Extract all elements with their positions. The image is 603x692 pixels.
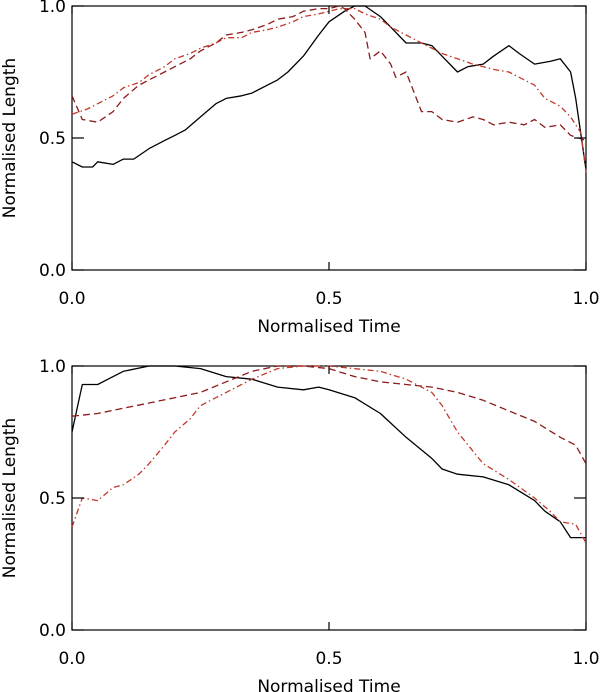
top-panel-series-solid-line [71, 5, 587, 170]
bottom-panel-x-tick-label: 1.0 [572, 649, 599, 669]
bottom-panel-ticks: 0.0 0.5 1.0 0.0 0.5 1.0 [39, 357, 600, 669]
bottom-panel-x-tick-label: 0.0 [58, 649, 85, 669]
bottom-panel: 0.0 0.5 1.0 0.0 0.5 1.0 Normalised Time Norma… [0, 357, 600, 692]
top-panel-series-dashed-line [71, 5, 587, 142]
top-panel-y-tick-label: 1.0 [39, 0, 66, 17]
bottom-panel-y-tick-label: 0.5 [39, 489, 66, 509]
top-panel: 0.0 0.5 1.0 0.0 0.5 1.0 Normalised Time Norma… [0, 0, 600, 337]
top-panel-y-tick-label: 0.5 [39, 129, 66, 149]
top-panel-y-axis-label: Normalised Length [0, 58, 20, 218]
top-panel-x-tick-label: 1.0 [572, 289, 599, 309]
bottom-panel-y-tick-label: 0.0 [39, 621, 66, 641]
top-panel-x-tick-label: 0.0 [58, 289, 85, 309]
top-panel-series [71, 5, 587, 173]
bottom-panel-series [71, 365, 587, 544]
bottom-panel-x-axis-label: Normalised Time [257, 677, 400, 692]
top-panel-x-tick-label: 0.5 [315, 289, 342, 309]
bottom-panel-y-axis-label: Normalised Length [0, 418, 20, 578]
bottom-panel-x-tick-label: 0.5 [315, 649, 342, 669]
top-panel-y-tick-label: 0.0 [39, 261, 66, 281]
top-panel-x-axis-label: Normalised Time [257, 317, 400, 337]
bottom-panel-series-solid-line [71, 365, 586, 539]
bottom-panel-y-tick-label: 1.0 [39, 357, 66, 377]
top-panel-ticks: 0.0 0.5 1.0 0.0 0.5 1.0 [39, 0, 600, 309]
top-panel-series-dash-dot-line [71, 7, 587, 173]
bottom-panel-series-dash-dot-line [71, 365, 587, 544]
bottom-panel-series-dashed-line [71, 365, 587, 465]
